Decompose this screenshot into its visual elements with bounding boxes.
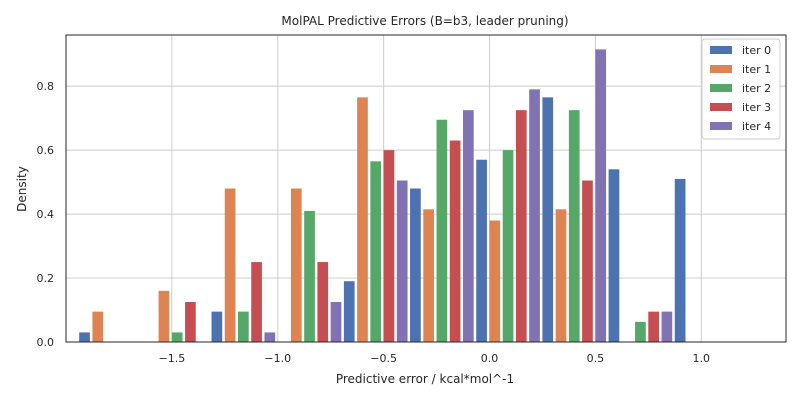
- legend-swatch-2: [710, 84, 732, 92]
- bar-iter-2-bin-7: [568, 110, 580, 343]
- legend-label-1: iter 1: [742, 63, 771, 76]
- bar-iter-2-bin-5: [436, 119, 448, 343]
- y-tick-label: 0.4: [37, 208, 55, 221]
- x-tick-label: −0.5: [370, 352, 397, 365]
- x-axis-ticks: −1.5 −1.0 −0.5 0.0 0.5 1.0: [159, 352, 711, 365]
- y-tick-label: 0.0: [37, 336, 55, 349]
- y-tick-label: 0.8: [37, 80, 55, 93]
- bar-iter-0-bin-6: [476, 159, 487, 342]
- bar-iter-1-bin-6: [489, 220, 501, 342]
- bar-iter-0-bin-8: [608, 169, 620, 342]
- legend-label-4: iter 4: [742, 120, 771, 133]
- legend-label-0: iter 0: [742, 44, 771, 57]
- legend-label-3: iter 3: [742, 101, 771, 114]
- bar-iter-1-bin-3: [290, 188, 302, 342]
- legend-box: [701, 38, 781, 140]
- bar-iter-3-bin-2: [251, 262, 262, 342]
- legend-swatch-0: [710, 46, 732, 54]
- legend-swatch-1: [710, 65, 732, 73]
- bar-iter-1-bin-4: [357, 97, 368, 342]
- legend-label-2: iter 2: [742, 82, 771, 95]
- bar-iter-2-bin-8: [635, 321, 646, 342]
- y-axis-label: Density: [15, 166, 29, 212]
- bar-iter-2-bin-4: [370, 161, 382, 342]
- bar-iter-3-bin-1: [185, 302, 196, 342]
- bar-iter-4-bin-3: [330, 302, 342, 342]
- x-tick-label: 0.5: [587, 352, 605, 365]
- bar-iter-1-bin-0: [92, 311, 104, 342]
- y-tick-label: 0.2: [37, 272, 55, 285]
- bar-iter-0-bin-4: [343, 281, 355, 342]
- bar-iter-3-bin-7: [582, 180, 593, 342]
- bar-iter-1-bin-5: [423, 209, 434, 342]
- bar-iter-4-bin-8: [661, 311, 673, 342]
- x-tick-label: −1.5: [159, 352, 186, 365]
- x-tick-label: −1.0: [264, 352, 291, 365]
- bar-iter-3-bin-8: [648, 311, 659, 342]
- bar-iter-3-bin-4: [383, 150, 395, 342]
- bar-iter-4-bin-7: [595, 49, 607, 342]
- bar-iter-4-bin-6: [529, 89, 540, 342]
- bar-iter-1-bin-7: [555, 209, 567, 342]
- bar-iter-0-bin-9: [674, 178, 686, 342]
- bar-iter-2-bin-3: [304, 210, 315, 342]
- chart-title: MolPAL Predictive Errors (B=b3, leader p…: [281, 14, 568, 28]
- bar-iter-0-bin-0: [79, 332, 90, 342]
- legend-swatch-4: [710, 122, 732, 130]
- bar-iter-0-bin-2: [211, 311, 223, 342]
- bars: [79, 49, 686, 343]
- bar-iter-2-bin-6: [502, 150, 514, 342]
- x-tick-label: 1.0: [693, 352, 711, 365]
- plot-frame: [65, 34, 787, 343]
- y-tick-label: 0.6: [37, 144, 55, 157]
- bar-iter-0-bin-5: [410, 188, 421, 342]
- bar-iter-4-bin-4: [396, 180, 408, 342]
- legend: iter 0 iter 1 iter 2 iter 3 iter 4: [701, 38, 781, 140]
- bar-iter-1-bin-2: [224, 188, 236, 342]
- bar-iter-4-bin-5: [463, 110, 474, 343]
- bar-iter-2-bin-1: [171, 332, 183, 342]
- bar-iter-3-bin-3: [317, 262, 329, 342]
- x-axis-label: Predictive error / kcal*mol^-1: [336, 372, 514, 386]
- bar-iter-0-bin-7: [542, 97, 554, 342]
- y-axis-ticks: 0.0 0.2 0.4 0.6 0.8: [37, 80, 55, 349]
- legend-swatch-3: [710, 103, 732, 111]
- bar-iter-3-bin-6: [515, 110, 527, 343]
- bar-iter-1-bin-1: [158, 290, 170, 342]
- x-tick-label: 0.0: [481, 352, 499, 365]
- bar-iter-2-bin-2: [238, 311, 249, 342]
- bar-iter-3-bin-5: [449, 140, 461, 342]
- bar-iter-4-bin-2: [264, 332, 276, 342]
